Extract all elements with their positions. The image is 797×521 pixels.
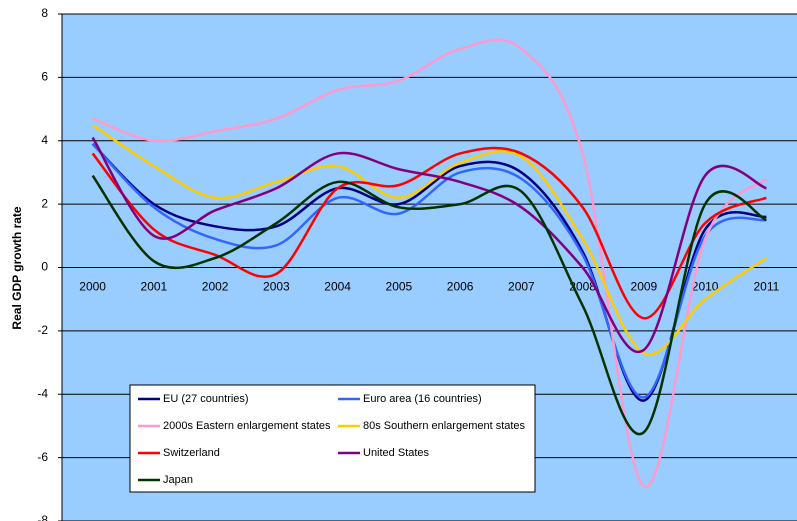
series-line	[91, 146, 767, 320]
series-line	[92, 38, 768, 488]
series-line	[91, 123, 768, 356]
x-tick-label: 2000	[79, 280, 106, 294]
x-tick-label: 2005	[386, 280, 413, 294]
y-tick-label: 2	[41, 196, 48, 210]
legend-label: EU (27 countries)	[163, 393, 249, 405]
y-axis-label: Real GDP growth rate	[10, 206, 24, 329]
x-tick-label: 2002	[202, 280, 229, 294]
y-tick-label: 6	[41, 70, 48, 84]
legend	[129, 384, 536, 493]
y-tick-label: -2	[37, 323, 48, 337]
y-tick-label: 0	[41, 260, 48, 274]
legend-label: Japan	[163, 474, 193, 486]
x-tick-label: 2001	[141, 280, 168, 294]
x-tick-label: 2004	[324, 280, 351, 294]
legend-label: United States	[363, 447, 430, 459]
x-tick-label: 2007	[508, 280, 535, 294]
y-tick-label: 4	[41, 133, 48, 147]
x-tick-label: 2011	[753, 280, 779, 294]
x-tick-label: 2006	[447, 280, 474, 294]
series-line	[91, 174, 767, 436]
legend-label: Euro area (16 countries)	[363, 393, 482, 405]
x-tick-label: 2003	[263, 280, 290, 294]
series-line	[91, 136, 767, 354]
y-tick-label: 8	[41, 6, 48, 20]
legend-label: 2000s Eastern enlargement states	[163, 420, 331, 432]
x-tick-label: 2009	[631, 280, 658, 294]
legend-label: 80s Southern enlargement states	[363, 420, 526, 432]
legend-label: Switzerland	[163, 447, 220, 459]
series-line	[91, 143, 767, 399]
y-tick-label: -6	[37, 450, 48, 464]
y-tick-label: -4	[37, 386, 48, 400]
y-tick-label: -8	[37, 513, 48, 521]
x-tick-label: 2010	[692, 280, 719, 294]
